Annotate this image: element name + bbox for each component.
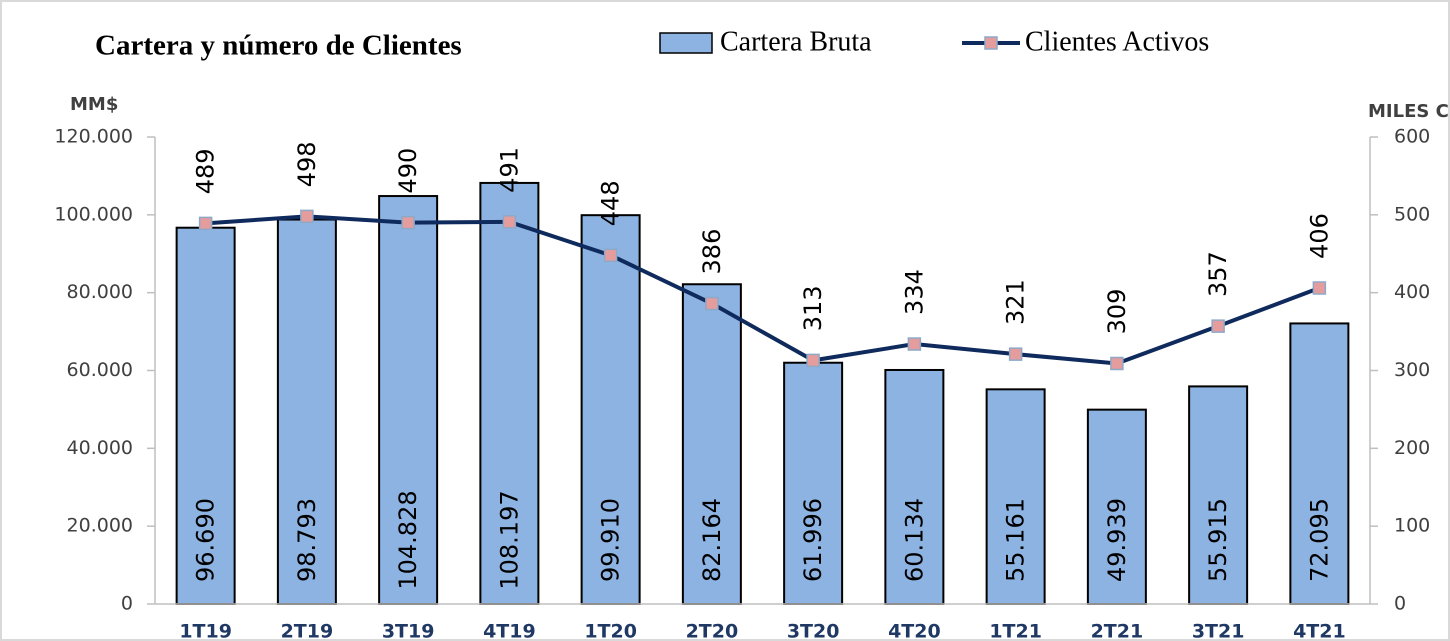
chart-title: Cartera y número de Clientes [95,30,462,62]
line-value-label: 491 [495,147,523,193]
legend-marker [984,36,998,50]
bar-value-label: 49.939 [1103,498,1131,582]
x-tick-label: 3T20 [787,621,840,641]
y2-tick-label: 0 [1394,593,1406,615]
y-tick-label: 60.000 [67,359,133,381]
x-tick-label: 1T20 [584,621,637,641]
x-tick-label: 4T21 [1293,621,1346,641]
bar [1086,408,1147,605]
y-tick-label: 0 [121,593,133,615]
y2-tick-label: 500 [1394,203,1430,225]
bar-value-label: 61.996 [799,498,827,582]
line-marker [705,296,719,311]
line-marker [907,337,922,351]
y2-tick-label: 200 [1394,437,1430,459]
line-marker [603,248,618,263]
bar-value-label: 82.164 [698,498,726,582]
x-tick-label: 2T21 [1091,621,1144,641]
bar-value-label: 108.197 [495,490,523,589]
y2-axis-label: MILES C [1368,101,1449,122]
line-value-label: 386 [698,229,726,275]
y-tick-label: 120.000 [54,126,133,148]
bar [479,181,540,605]
line-marker [300,209,314,224]
x-tick-label: 4T20 [888,621,941,641]
bar [378,195,439,605]
line-value-label: 490 [394,148,422,194]
legend-label: Clientes Activos [1025,26,1209,57]
x-tick-label: 1T21 [989,621,1042,641]
line-marker [1312,281,1327,295]
line-marker [401,215,415,230]
x-tick-label: 3T21 [1192,621,1245,641]
y-tick-label: 40.000 [67,437,133,459]
bar [985,388,1046,606]
bar-value-label: 99.910 [597,498,625,582]
y-tick-label: 80.000 [67,281,133,303]
line-value-label: 406 [1305,213,1333,259]
line-value-label: 334 [900,269,928,315]
line-marker [198,216,213,231]
line-value-label: 489 [192,148,220,194]
bar [681,283,742,605]
y-axis-label: MM$ [70,94,118,115]
line-value-label: 313 [799,285,827,331]
bar-value-label: 98.793 [293,498,321,582]
y2-tick-label: 400 [1394,281,1430,303]
x-tick-label: 1T19 [179,621,232,641]
line-marker [806,353,820,368]
legend-label: Cartera Bruta [720,26,872,57]
line-value-label: 357 [1204,251,1232,297]
line-marker [1211,319,1225,333]
y2-tick-label: 300 [1394,359,1430,381]
bar-value-label: 55.915 [1204,498,1232,582]
line-marker [1008,347,1023,361]
line-value-label: 498 [293,141,321,187]
line-value-label: 309 [1103,289,1131,335]
x-tick-label: 2T20 [686,621,739,641]
bar [1289,322,1350,605]
bar [580,214,641,605]
x-tick-label: 3T19 [382,621,435,641]
bar-value-label: 96.690 [192,498,220,582]
legend-swatch [659,32,713,54]
bar-value-label: 104.828 [394,490,422,589]
y-tick-label: 20.000 [67,515,133,537]
line-value-label: 321 [1002,279,1030,325]
bar-value-label: 55.161 [1002,498,1030,582]
x-tick-label: 4T19 [483,621,536,641]
x-tick-label: 2T19 [281,621,334,641]
bar [884,368,945,605]
line-marker [502,215,517,229]
y2-tick-label: 100 [1394,515,1430,537]
bar-value-label: 60.134 [900,498,928,582]
y2-tick-label: 600 [1394,126,1430,148]
bar-value-label: 72.095 [1305,498,1333,582]
y-tick-label: 100.000 [54,203,133,225]
bar [1188,385,1249,605]
line-series [205,214,1321,366]
line-value-label: 448 [597,180,625,226]
line-marker [1110,356,1124,371]
